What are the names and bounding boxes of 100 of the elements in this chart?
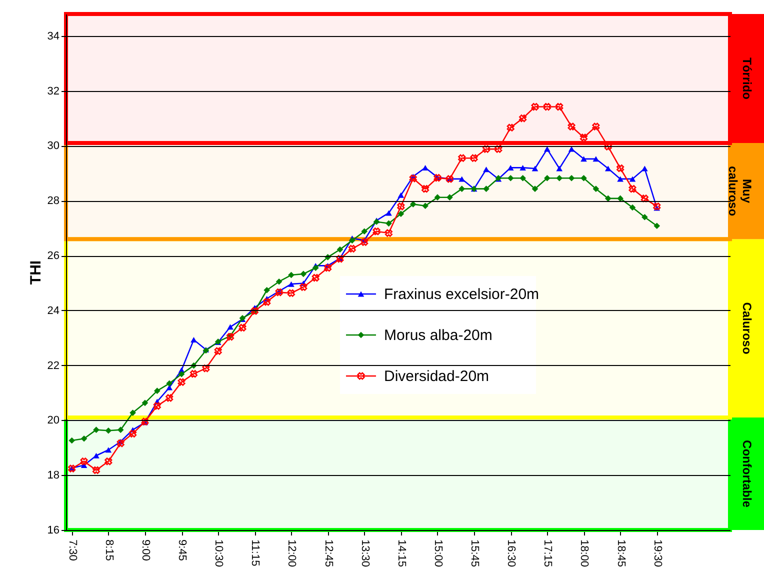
point [543, 102, 551, 111]
point [178, 378, 186, 386]
y-tick-label: 24 [47, 304, 60, 317]
point [580, 134, 588, 142]
point [166, 384, 173, 390]
point [458, 154, 466, 162]
point [80, 458, 88, 466]
point [470, 154, 478, 162]
band-label: Confortable [740, 440, 754, 508]
y-tick-label: 20 [47, 414, 60, 427]
y-tick-label: 30 [47, 140, 60, 152]
point [532, 166, 538, 172]
point [348, 244, 356, 252]
point [592, 122, 600, 130]
point [116, 439, 124, 448]
x-tick-label: 17:15 [542, 540, 554, 568]
point [628, 185, 636, 193]
x-tick-label: 16:30 [505, 540, 518, 568]
point [520, 164, 526, 170]
point [580, 174, 587, 182]
x-tick-label: 19:30 [651, 540, 664, 568]
point [300, 283, 308, 291]
x-tick-label: 10:30 [212, 540, 225, 568]
point [166, 380, 173, 387]
point [544, 174, 550, 182]
y-tick-label: 28 [47, 195, 60, 208]
point [190, 370, 198, 378]
point [616, 164, 624, 172]
point [617, 176, 624, 182]
point [506, 124, 514, 132]
point [458, 186, 466, 192]
point [129, 430, 137, 438]
point [214, 347, 222, 355]
point [312, 264, 319, 272]
band-label: Tórrido [740, 58, 754, 100]
y-axis-title: THI [27, 260, 44, 285]
point [275, 288, 283, 296]
point [568, 146, 575, 152]
point [568, 122, 576, 130]
point [422, 185, 430, 193]
point [142, 400, 148, 406]
point [458, 176, 466, 182]
point [384, 229, 393, 237]
point [494, 145, 502, 153]
x-tick-label: 15:00 [432, 540, 444, 568]
point [654, 222, 660, 230]
point [264, 286, 270, 294]
point [178, 370, 185, 378]
point [386, 210, 392, 216]
point [92, 466, 100, 474]
point [531, 102, 539, 111]
point [617, 195, 624, 202]
point [507, 174, 514, 182]
x-tick-label: 13:30 [358, 540, 371, 568]
x-tick-label: 18:00 [578, 540, 590, 568]
x-tick-label: 9:45 [176, 540, 188, 561]
point [398, 192, 404, 198]
x-tick-label: 7:30 [66, 540, 78, 561]
point [520, 174, 526, 182]
point [93, 452, 100, 458]
point [372, 228, 380, 236]
point [117, 426, 124, 433]
point [202, 364, 210, 372]
point [397, 202, 405, 210]
point [361, 228, 368, 235]
point [104, 458, 112, 466]
point [519, 114, 527, 122]
point [287, 289, 296, 297]
point [153, 402, 161, 410]
y-tick-label: 18 [47, 470, 60, 482]
point [300, 270, 307, 278]
point [640, 194, 648, 202]
point [276, 278, 282, 285]
point [604, 195, 612, 202]
point [556, 174, 563, 182]
x-tick-label: 12:00 [286, 540, 298, 568]
x-tick-label: 8:15 [102, 540, 115, 561]
point [642, 214, 648, 220]
x-tick-label: 11:15 [249, 540, 262, 566]
point [263, 298, 271, 306]
point [568, 174, 575, 182]
y-tick-label: 34 [47, 30, 60, 42]
point [288, 281, 294, 287]
point [592, 156, 600, 162]
y-tick-label: 32 [47, 85, 60, 98]
point [68, 437, 76, 444]
x-tick-label: 9:00 [139, 540, 152, 561]
point [556, 102, 564, 111]
y-tick-label: 16 [47, 524, 60, 536]
point [288, 272, 294, 278]
point [410, 201, 416, 208]
point [483, 186, 490, 192]
y-tick-label: 26 [47, 250, 60, 262]
point [154, 388, 160, 394]
band-label: Muy caluroso [726, 166, 754, 216]
x-tick-label: 12:45 [322, 540, 334, 568]
point [227, 324, 234, 330]
point [580, 156, 587, 162]
x-tick-label: 18:45 [614, 540, 627, 568]
point [604, 166, 612, 172]
